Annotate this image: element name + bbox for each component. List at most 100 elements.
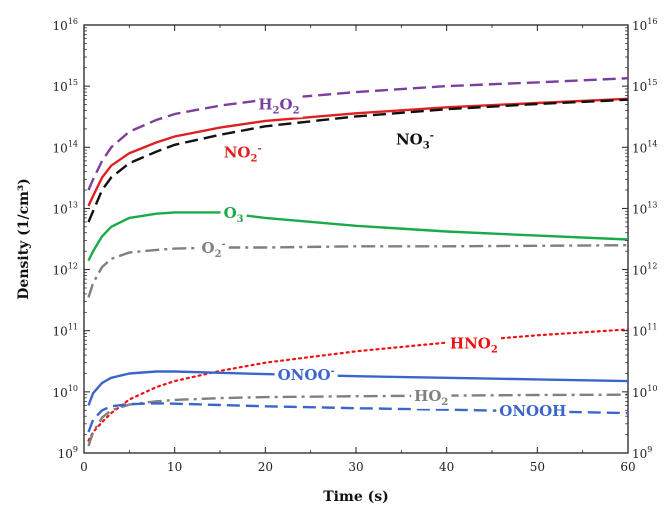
series-layer — [87, 77, 630, 447]
series-label-sub2: 2 — [293, 106, 300, 117]
x-tick-label: 60 — [620, 460, 635, 474]
y-tick-base-right: 10 — [632, 80, 647, 94]
series-label-text: NO2- — [224, 144, 262, 165]
series-label-base: HO — [414, 387, 441, 405]
y-tick-base-right: 10 — [632, 264, 647, 278]
series-label-background — [255, 94, 303, 118]
y-tick-exp-right: 10 — [647, 384, 657, 393]
series-label-text: ONOO- — [278, 366, 335, 384]
series-label-sub1: 2 — [441, 397, 448, 408]
x-tick-label: 0 — [80, 460, 88, 474]
y-tick-exp: 13 — [68, 200, 78, 209]
y-tick-exp: 16 — [68, 17, 78, 26]
series-label-4: O2- — [198, 238, 229, 262]
series-label-background — [198, 238, 229, 262]
series-label-background — [411, 385, 452, 409]
series-label-background — [220, 203, 247, 227]
y-tick-exp-right: 9 — [647, 445, 652, 454]
series-line-6 — [87, 370, 629, 406]
y-tick-exp: 14 — [68, 139, 78, 148]
x-tick-label: 50 — [530, 460, 545, 474]
y-tick-exp: 9 — [73, 445, 78, 454]
y-tick-exp: 11 — [68, 323, 78, 332]
y-tick-base-right: 10 — [632, 386, 647, 400]
y-tick-base-right: 10 — [632, 141, 647, 155]
series-label-7: HO2 — [411, 385, 452, 409]
y-tick-label: 1012 — [53, 262, 78, 278]
series-line-0 — [87, 77, 629, 191]
y-axis-title: Density (1/cm³) — [16, 178, 32, 299]
y-tick-base: 10 — [53, 386, 68, 400]
series-line-4 — [87, 244, 629, 298]
series-label-0: H2O2 — [255, 94, 303, 118]
y-tick-base-right: 10 — [632, 447, 647, 461]
series-label-background — [446, 333, 501, 357]
x-tick-label: 10 — [167, 460, 182, 474]
series-label-background — [220, 142, 265, 166]
y-tick-label-right: 1011 — [632, 323, 657, 339]
series-line-8 — [87, 402, 629, 433]
plot-border — [83, 24, 629, 454]
series-label-base: NO — [396, 130, 423, 148]
series-label-text: O2- — [202, 239, 226, 260]
x-tick-label: 20 — [258, 460, 273, 474]
series-label-base: O — [202, 239, 215, 257]
y-tick-exp-right: 14 — [647, 139, 657, 148]
y-tick-exp-right: 16 — [647, 17, 657, 26]
y-tick-label-right: 1012 — [632, 262, 657, 278]
series-label-3: O3 — [220, 203, 247, 227]
series-label-background — [274, 364, 338, 385]
series-label-base: HNO — [450, 334, 491, 352]
y-tick-exp-right: 15 — [647, 78, 657, 87]
series-label-sub1: 2 — [250, 154, 257, 165]
y-tick-label: 1011 — [53, 323, 78, 339]
series-label-base: H — [258, 96, 272, 114]
series-label-text: NO3- — [396, 130, 434, 151]
x-axis-title: Time (s) — [323, 489, 388, 505]
y-tick-label-right: 1015 — [632, 78, 657, 94]
series-label-2: NO3- — [392, 129, 437, 153]
y-tick-base: 10 — [53, 141, 68, 155]
series-label-sup: - — [430, 130, 434, 141]
y-tick-label: 1010 — [53, 384, 78, 400]
y-tick-base-right: 10 — [632, 325, 647, 339]
series-label-8: ONOOH — [496, 400, 570, 421]
y-tick-base-right: 10 — [632, 19, 647, 33]
series-label-1: NO2- — [220, 142, 265, 166]
y-tick-base-right: 10 — [632, 202, 647, 216]
y-tick-exp-right: 11 — [647, 323, 657, 332]
series-label-mid: O — [279, 96, 292, 114]
y-tick-base: 10 — [53, 80, 68, 94]
series-line-1 — [87, 97, 629, 207]
series-label-background — [392, 129, 437, 153]
series-line-2 — [87, 98, 629, 223]
series-label-text: O3 — [224, 204, 244, 225]
y-tick-label: 1014 — [53, 139, 78, 155]
series-label-text: HO2 — [414, 387, 448, 408]
y-tick-label: 1016 — [53, 17, 78, 33]
series-label-sub1: 2 — [215, 249, 222, 260]
y-tick-base: 10 — [53, 325, 68, 339]
y-tick-label-right: 1014 — [632, 139, 657, 155]
plot-frame — [83, 24, 629, 454]
y-tick-label-right: 1010 — [632, 384, 657, 400]
series-label-sub1: 3 — [423, 140, 430, 151]
y-tick-exp: 15 — [68, 78, 78, 87]
y-tick-exp-right: 12 — [647, 262, 657, 271]
y-tick-base: 10 — [53, 202, 68, 216]
y-tick-exp-right: 13 — [647, 200, 657, 209]
series-label-base: ONOO — [278, 366, 331, 384]
y-tick-exp: 10 — [68, 384, 78, 393]
series-label-sup: - — [222, 239, 226, 250]
y-tick-exp: 12 — [68, 262, 78, 271]
series-label-sup: - — [331, 366, 335, 377]
x-tick-label: 30 — [348, 460, 363, 474]
series-label-text: H2O2 — [258, 96, 299, 117]
y-tick-label-right: 109 — [632, 445, 652, 461]
series-label-sup: - — [257, 144, 261, 155]
y-tick-base: 10 — [53, 19, 68, 33]
y-tick-base: 10 — [58, 447, 73, 461]
series-label-5: HNO2 — [446, 333, 501, 357]
